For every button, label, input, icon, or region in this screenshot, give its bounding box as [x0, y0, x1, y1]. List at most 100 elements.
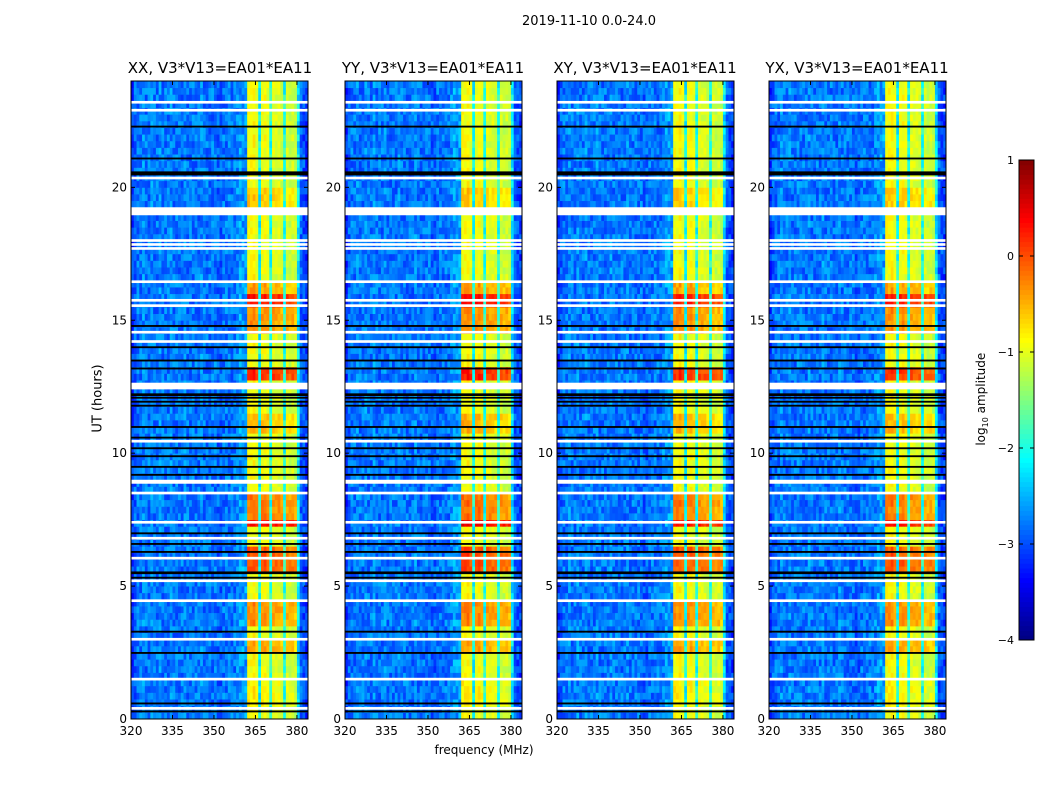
heatmap-cell: [225, 712, 229, 720]
heatmap-cell: [183, 419, 187, 427]
heatmap-cell: [233, 685, 237, 693]
heatmap-cell: [252, 227, 256, 235]
heatmap-cell: [139, 260, 143, 268]
heatmap-cell: [233, 353, 237, 361]
heatmap-cell: [142, 579, 146, 587]
heatmap-cell: [191, 340, 196, 348]
heatmap-cell: [172, 606, 176, 614]
heatmap-cell: [194, 486, 198, 494]
heatmap-cell: [285, 586, 290, 594]
heatmap-cell: [139, 606, 143, 614]
heatmap-cell: [236, 652, 240, 660]
heatmap-cell: [208, 287, 212, 295]
heatmap-cell: [155, 260, 160, 268]
heatmap-cell: [283, 280, 287, 288]
heatmap-cell: [255, 426, 259, 434]
heatmap-cell: [142, 313, 146, 321]
heatmap-cell: [258, 652, 262, 660]
heatmap-cell: [216, 499, 220, 507]
heatmap-cell: [153, 526, 157, 534]
heatmap-cell: [302, 306, 306, 315]
heatmap-cell: [147, 685, 151, 693]
heatmap-cell: [274, 672, 278, 680]
heatmap-cell: [139, 466, 143, 474]
heatmap-cell: [225, 566, 229, 574]
heatmap-cell: [236, 406, 240, 414]
heatmap-cell: [283, 645, 287, 653]
heatmap-cell: [249, 413, 254, 421]
heatmap-cell: [164, 672, 168, 680]
heatmap-cell: [266, 366, 270, 374]
heatmap-cell: [150, 672, 154, 680]
heatmap-cell: [136, 313, 140, 321]
heatmap-cell: [244, 326, 248, 334]
heatmap-cell: [213, 499, 218, 507]
heatmap-cell: [136, 625, 140, 634]
heatmap-cell: [266, 512, 270, 521]
heatmap-cell: [194, 426, 198, 434]
heatmap-cell: [238, 346, 243, 354]
heatmap-cell: [161, 685, 165, 693]
heatmap-cell: [285, 267, 290, 275]
heatmap-cell: [296, 233, 301, 241]
heatmap-cell: [183, 486, 187, 494]
heatmap-cell: [283, 333, 287, 341]
heatmap-cell: [280, 506, 284, 514]
heatmap-cell: [183, 659, 187, 667]
heatmap-cell: [283, 293, 287, 301]
heatmap-cell: [175, 300, 179, 308]
heatmap-cell: [186, 586, 190, 594]
heatmap-cell: [283, 679, 287, 687]
heatmap-cell: [169, 665, 173, 673]
heatmap-cell: [305, 386, 309, 394]
heatmap-cell: [202, 486, 207, 494]
heatmap-cell: [175, 486, 179, 494]
heatmap-cell: [302, 247, 306, 255]
heatmap-cell: [194, 672, 198, 680]
heatmap-cell: [296, 566, 301, 574]
heatmap-cell: [227, 532, 231, 540]
heatmap-cell: [147, 227, 151, 235]
heatmap-cell: [269, 579, 273, 587]
heatmap-cell: [274, 333, 278, 341]
heatmap-cell: [244, 426, 248, 434]
heatmap-cell: [233, 227, 237, 235]
heatmap-cell: [153, 586, 157, 594]
heatmap-cell: [252, 300, 256, 308]
heatmap-cell: [230, 253, 234, 261]
heatmap-cell: [169, 346, 173, 354]
heatmap-cell: [227, 466, 231, 474]
heatmap-cell: [241, 466, 245, 474]
heatmap-cell: [164, 273, 168, 281]
heatmap-cell: [255, 260, 259, 268]
heatmap-cell: [236, 493, 240, 501]
heatmap-cell: [258, 293, 262, 301]
heatmap-cell: [236, 220, 240, 228]
heatmap-cell: [180, 559, 184, 567]
heatmap-cell: [178, 320, 182, 328]
heatmap-cell: [147, 293, 151, 301]
heatmap-cell: [183, 227, 187, 235]
heatmap-cell: [219, 293, 223, 301]
heatmap-cell: [186, 685, 190, 693]
heatmap-cell: [252, 426, 256, 434]
heatmap-cell: [238, 612, 243, 620]
heatmap-cell: [299, 606, 303, 614]
heatmap-cell: [283, 625, 287, 634]
heatmap-cell: [236, 639, 240, 647]
heatmap-cell: [283, 267, 287, 275]
heatmap-cell: [233, 419, 237, 427]
heatmap-cell: [305, 326, 309, 334]
heatmap-cell: [142, 632, 146, 640]
heatmap-cell: [249, 200, 254, 208]
heatmap-cell: [158, 572, 162, 580]
heatmap-cell: [272, 599, 276, 607]
heatmap-cell: [272, 632, 276, 640]
heatmap-cell: [202, 360, 207, 368]
heatmap-cell: [144, 293, 148, 301]
heatmap-cell: [139, 619, 143, 627]
heatmap-cell: [202, 532, 207, 540]
heatmap-cell: [225, 493, 229, 501]
heatmap-cell: [194, 499, 198, 507]
heatmap-cell: [131, 679, 135, 687]
